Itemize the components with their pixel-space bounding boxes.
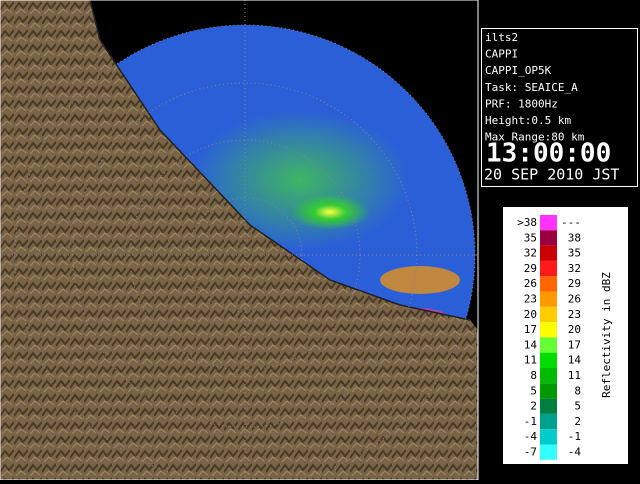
legend-swatch <box>540 383 557 399</box>
legend-high: 20 <box>568 323 581 336</box>
legend-swatch <box>540 230 557 246</box>
land <box>0 0 478 480</box>
info-line: Task: SEAICE_A <box>485 81 578 94</box>
legend-swatch <box>540 276 557 292</box>
legend-low: 20 <box>524 308 537 321</box>
legend-high: --- <box>561 216 581 229</box>
info-text: ilts2 CAPPI CAPPI_OP5K Task: SEAICE_A PRF: 1… <box>485 31 585 144</box>
date: 20 SEP 2010 JST <box>484 166 619 184</box>
legend-high: 29 <box>568 277 581 290</box>
time: 13:00:00 <box>486 139 611 169</box>
legend-high: 26 <box>568 293 581 306</box>
map <box>0 0 478 480</box>
legend-swatch <box>540 413 557 430</box>
range-rings <box>0 0 478 480</box>
echo <box>380 266 460 294</box>
legend-swatch <box>540 429 557 445</box>
legend-low: 5 <box>530 384 537 397</box>
legend-swatch <box>540 260 557 277</box>
legend-swatch <box>540 368 557 384</box>
info-line: CAPPI_OP5K <box>485 64 552 77</box>
legend-low: 29 <box>524 262 537 275</box>
legend-high: -1 <box>568 430 581 443</box>
legend-low: 14 <box>524 338 538 351</box>
legend-low: 8 <box>530 369 537 382</box>
legend-low: 32 <box>524 247 537 260</box>
legend-low: 35 <box>524 231 537 244</box>
legend-high: 38 <box>568 231 581 244</box>
echo <box>290 194 370 230</box>
legend-low: 23 <box>524 293 537 306</box>
legend-swatch <box>540 352 557 368</box>
legend-box <box>503 207 628 464</box>
legend-high: 2 <box>574 415 581 428</box>
coastline <box>89 0 471 321</box>
legend-swatch <box>540 215 557 231</box>
info-line: Height:0.5 km <box>485 114 571 127</box>
legend-low: 26 <box>524 277 537 290</box>
legend-low: >38 <box>517 216 537 229</box>
info-line: PRF: 1800Hz <box>485 97 558 110</box>
legend-high: 11 <box>568 369 581 382</box>
legend-high: 17 <box>568 338 581 351</box>
legend-high: -4 <box>568 446 582 459</box>
info-line: ilts2 <box>485 31 518 44</box>
legend-high: 23 <box>568 308 581 321</box>
legend-high: 35 <box>568 247 581 260</box>
legend-high: 32 <box>568 262 581 275</box>
legend-high: 5 <box>574 400 581 413</box>
info-line: CAPPI <box>485 48 518 61</box>
legend-swatch <box>540 444 557 460</box>
info-panel <box>481 28 638 187</box>
legend: >38 --- 35 38 32 35 29 32 26 29 23 26 20 23 17 20 14 17 11… <box>517 215 581 460</box>
legend-swatch <box>540 337 557 353</box>
legend-high: 14 <box>568 354 582 367</box>
info-line: Max Range:80 km <box>485 131 585 144</box>
legend-swatch <box>540 245 557 261</box>
legend-swatch <box>540 322 557 338</box>
legend-low: -4 <box>524 430 538 443</box>
legend-high: 8 <box>574 384 581 397</box>
legend-swatch <box>540 291 557 307</box>
legend-low: -7 <box>524 446 537 459</box>
legend-low: 11 <box>524 354 537 367</box>
legend-low: 2 <box>530 400 537 413</box>
legend-swatch <box>540 398 557 414</box>
legend-low: -1 <box>524 415 537 428</box>
legend-axis-label: Reflectivity in dBZ <box>600 272 613 398</box>
legend-low: 17 <box>524 323 537 336</box>
legend-swatch <box>540 306 557 323</box>
